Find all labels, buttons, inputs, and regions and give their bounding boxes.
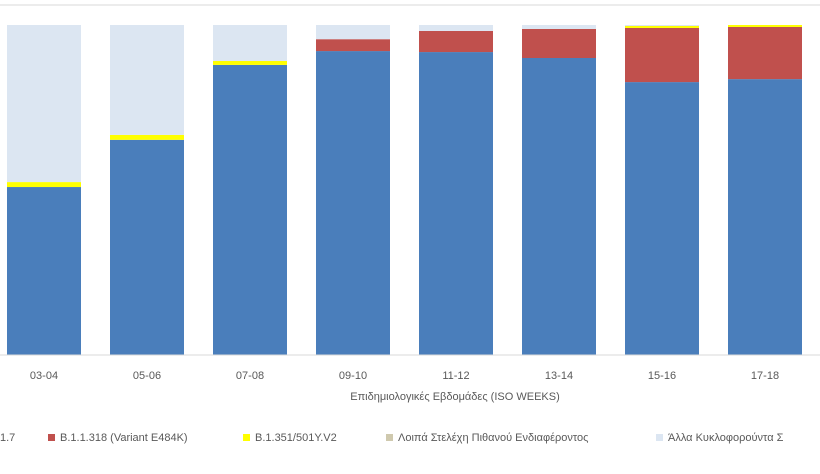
bar-segment [213, 64, 287, 356]
x-tick-label: 15-16 [648, 370, 676, 382]
legend-label: Άλλα Κυκλοφορούντα Σ [668, 432, 784, 444]
x-tick-label: 03-04 [30, 370, 58, 382]
bar-segment [625, 25, 699, 28]
bar-segment [625, 25, 699, 26]
x-tick-label: 11-12 [442, 370, 469, 382]
bar-segment [110, 25, 184, 135]
bar-segment [625, 27, 699, 83]
legend-label: B.1.1.318 (Variant E484K) [60, 432, 188, 444]
legend-marker [386, 434, 393, 441]
bar-segment [7, 25, 81, 183]
legend-marker [243, 434, 250, 441]
bar-segment [316, 39, 390, 52]
legend-label: Λοιπά Στελέχη Πιθανού Ενδιαφέροντος [398, 432, 588, 444]
legend-marker [656, 434, 663, 441]
legend-label: B.1.351/501Y.V2 [255, 432, 337, 444]
bar-segment [316, 51, 390, 355]
bar-segment [110, 139, 184, 355]
bar-segment [625, 82, 699, 355]
bar-segment [522, 28, 596, 58]
bar-segment [110, 134, 184, 140]
bar-segment [213, 60, 287, 65]
bar-segment [316, 25, 390, 40]
bar-segment [522, 25, 596, 29]
x-axis-title: Επιδημιολογικές Εβδομάδες (ISO WEEKS) [350, 391, 560, 403]
bar-segment [419, 52, 493, 356]
x-tick-label: 07-08 [236, 370, 264, 382]
bar-segment [728, 25, 802, 27]
bar-segment [522, 58, 596, 355]
bar-segment [728, 79, 802, 356]
x-tick-label: 13-14 [545, 370, 573, 382]
bar-segment [419, 25, 493, 31]
bar-segment [419, 30, 493, 53]
bar-segment [7, 187, 81, 355]
bar-segment [7, 182, 81, 188]
bar-segment [728, 26, 802, 80]
x-tick-label: 17-18 [751, 370, 779, 382]
bar-segment [213, 25, 287, 61]
x-tick-label: 05-06 [133, 370, 161, 382]
legend-marker [48, 434, 55, 441]
legend-label: 1.7 [0, 432, 15, 444]
x-tick-label: 09-10 [339, 370, 367, 382]
